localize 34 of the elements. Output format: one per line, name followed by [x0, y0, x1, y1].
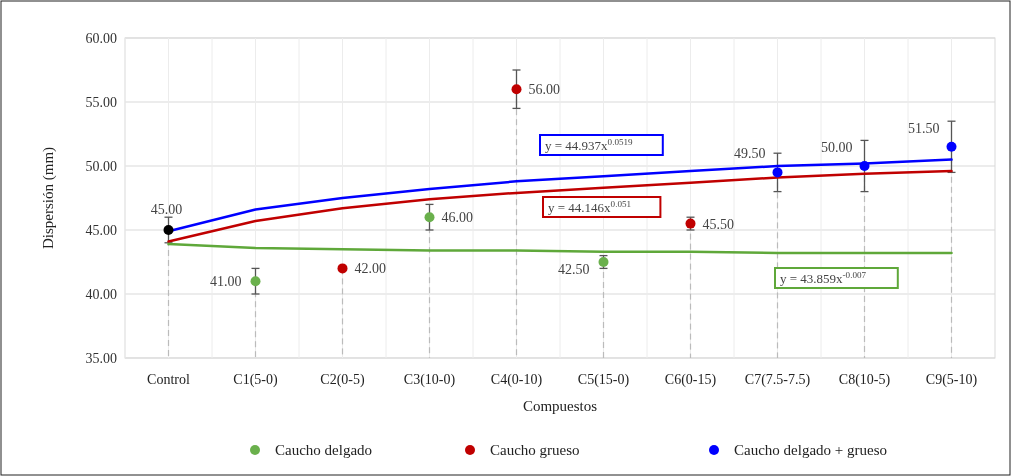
y-tick-label: 60.00	[85, 30, 117, 46]
x-tick-label: C5(15-0)	[577, 372, 630, 388]
annotation: y = 43.859x$^{-0.007}$	[780, 270, 867, 286]
data-label: 45.50	[702, 216, 734, 232]
y-tick-label: 45.00	[85, 222, 117, 238]
x-tick-label: C4(0-10)	[490, 372, 543, 388]
x-tick-label: C3(10-0)	[403, 372, 456, 388]
x-tick-label: C9(5-10)	[925, 372, 978, 388]
x-tick-label: C8(10-5)	[838, 372, 891, 388]
legend-label: Caucho grueso	[490, 442, 580, 458]
legend-label: Caucho delgado + grueso	[734, 442, 888, 458]
y-tick-label: 40.00	[85, 286, 117, 302]
x-tick-label: C7(7.5-7.5)	[744, 372, 811, 388]
data-label: 42.50	[558, 262, 590, 277]
annotation: y = 44.937x$^{0.0519}$	[545, 137, 634, 153]
data-label: 46.00	[441, 210, 473, 226]
y-axis-title: Dispersión (mm)	[40, 146, 57, 250]
x-tick-label: Control	[147, 372, 190, 387]
x-tick-label: C1(5-0)	[233, 372, 278, 388]
data-label: 51.50	[908, 120, 940, 136]
x-tick-label: C6(0-15)	[664, 372, 717, 388]
data-label: 50.00	[821, 140, 853, 155]
y-tick-label: 55.00	[85, 94, 117, 110]
data-label: 45.00	[150, 202, 183, 217]
legend-label: Caucho delgado	[275, 442, 373, 458]
x-axis-title: Compuestos	[522, 398, 598, 414]
data-label: 42.00	[354, 261, 386, 277]
data-label: 56.00	[528, 82, 560, 98]
x-tick-label: C2(0-5)	[320, 372, 365, 388]
data-label: 49.50	[734, 146, 766, 162]
y-tick-label: 50.00	[85, 158, 117, 174]
data-label: 41.00	[210, 274, 242, 290]
annotation: y = 44.146x$^{0.051}$	[548, 199, 632, 215]
y-tick-label: 35.00	[85, 350, 117, 366]
